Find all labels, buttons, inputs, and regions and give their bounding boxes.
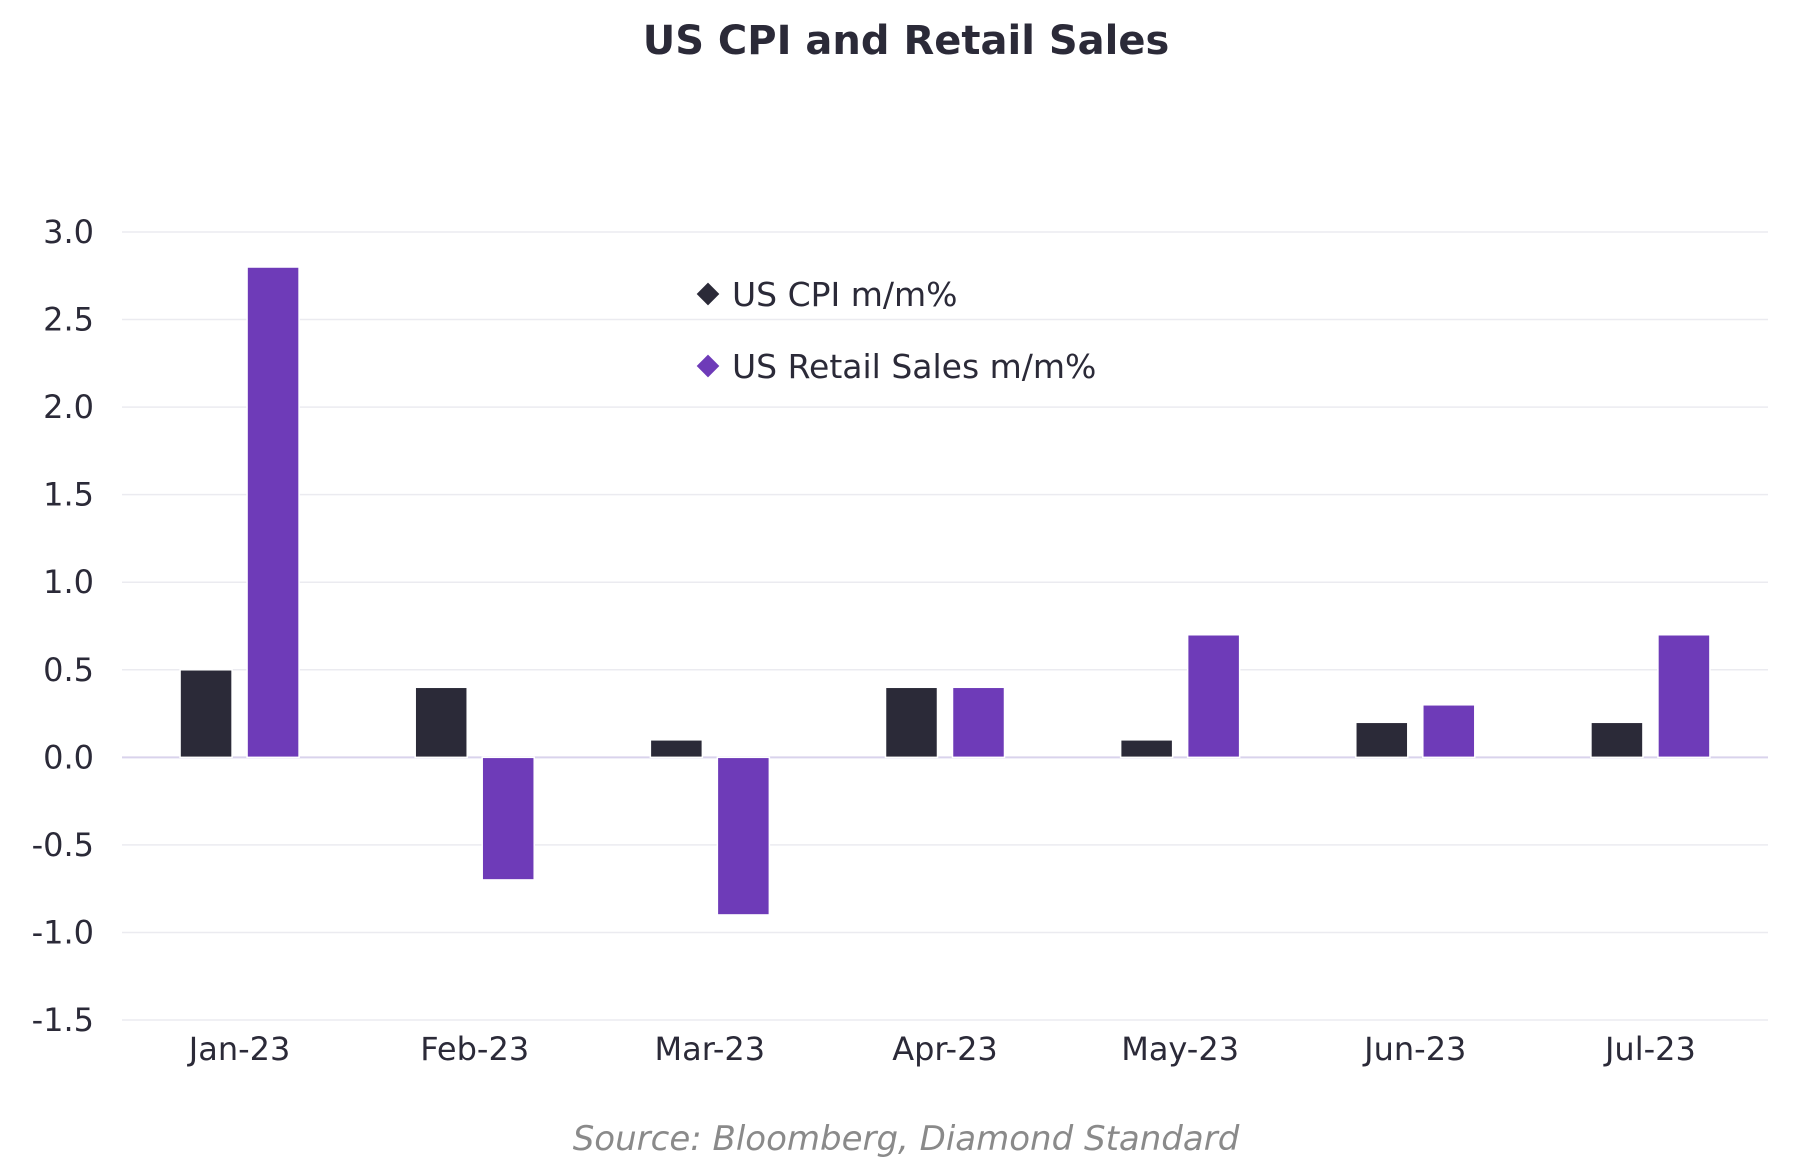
y-tick-label: 3.0 — [43, 213, 94, 251]
x-axis-ticks: Jan-23 Feb-23 Mar-23 Apr-23 May-23 Jun-23 Jul-… — [187, 1030, 1696, 1068]
y-tick-label: -1.5 — [32, 1001, 94, 1039]
y-axis-ticks: 3.0 2.5 2.0 1.5 1.0 0.5 0.0 -0.5 -1.0 -1.5 — [32, 213, 94, 1039]
legend-label-cpi: US CPI m/m% — [732, 275, 958, 314]
bar-cpi-mar-23 — [649, 739, 704, 759]
y-tick-label: -0.5 — [32, 826, 94, 864]
bar-retail-jun-23 — [1422, 704, 1476, 759]
legend: US CPI m/m% US Retail Sales m/m% — [696, 275, 1096, 386]
legend-label-retail: US Retail Sales m/m% — [732, 347, 1096, 386]
gridlines — [122, 231, 1768, 1021]
bar-retail-jul-23 — [1657, 634, 1711, 759]
legend-marker-retail — [696, 354, 720, 378]
y-tick-label: 2.5 — [43, 301, 94, 339]
y-tick-label: 1.5 — [43, 476, 94, 514]
source-note: Source: Bloomberg, Diamond Standard — [573, 1119, 1240, 1159]
legend-marker-cpi — [696, 282, 720, 306]
x-tick-label: Jun-23 — [1362, 1030, 1466, 1068]
x-tick-label: Mar-23 — [655, 1030, 766, 1068]
x-tick-label: Jul-23 — [1603, 1030, 1696, 1068]
y-tick-label: 1.0 — [43, 563, 94, 601]
bar-cpi-jul-23 — [1590, 721, 1644, 759]
y-tick-label: 0.5 — [43, 651, 94, 689]
x-tick-label: Feb-23 — [420, 1030, 529, 1068]
chart-title: US CPI and Retail Sales — [643, 18, 1170, 64]
bar-retail-mar-23 — [716, 756, 771, 916]
y-tick-label: 0.0 — [43, 738, 94, 776]
y-tick-label: 2.0 — [43, 388, 94, 426]
bar-cpi-jan-23 — [179, 669, 233, 759]
bar-cpi-feb-23 — [414, 686, 468, 759]
bar-cpi-may-23 — [1119, 739, 1174, 759]
bar-retail-apr-23 — [951, 686, 1006, 759]
bar-retail-may-23 — [1186, 634, 1241, 759]
y-tick-label: -1.0 — [32, 913, 94, 951]
bar-retail-feb-23 — [481, 756, 535, 881]
bar-cpi-apr-23 — [884, 686, 939, 759]
bar-cpi-jun-23 — [1355, 721, 1409, 759]
x-tick-label: May-23 — [1121, 1030, 1239, 1068]
bar-retail-jan-23 — [246, 266, 300, 759]
x-tick-label: Jan-23 — [187, 1030, 291, 1068]
bars — [179, 266, 1711, 916]
x-tick-label: Apr-23 — [892, 1030, 998, 1068]
